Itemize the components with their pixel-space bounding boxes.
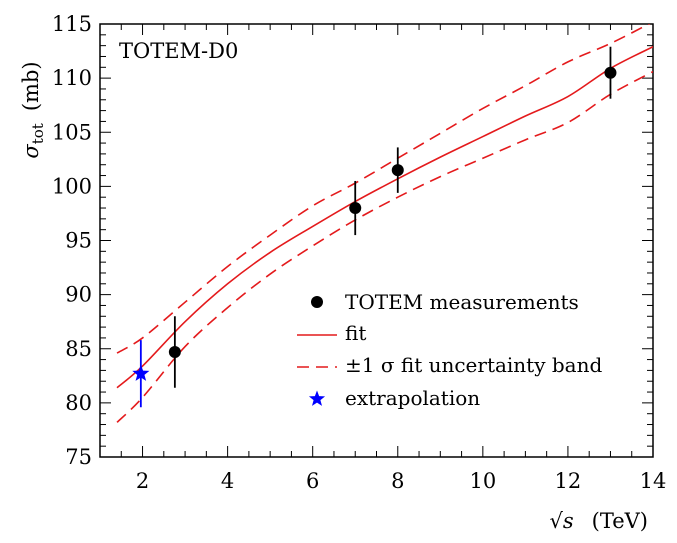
tick-labels: 2 4 6 8 10 12 14 75 80 85 90 95 100 105 110 115 [52,12,666,493]
y-tick-label: 80 [65,391,92,415]
extrapolation-star [132,364,150,381]
legend-label-fit: fit [345,321,366,345]
fit-line [116,46,653,389]
legend-label-measurements: TOTEM measurements [345,290,579,314]
y-tick-label: 95 [65,229,92,253]
measurement-point [604,66,617,79]
legend-label-extrapolation: extrapolation [345,386,480,410]
uncertainty-band [116,24,653,423]
chart-annotation: TOTEM-D0 [119,39,238,63]
measurement-point [168,345,181,358]
y-tick-label: 105 [52,120,92,144]
x-tick-label: 12 [555,469,582,493]
measurement-point [391,164,404,177]
x-tick-label: 14 [640,469,667,493]
x-axis-title: √s (TeV) [549,509,648,533]
y-tick-label: 115 [52,12,92,36]
x-tick-label: 2 [136,469,149,493]
band-lower-line [116,70,653,423]
legend-marker-extrapolation [308,390,326,406]
legend-label-band: ±1 σ fit uncertainty band [345,353,602,377]
fit-line-group [116,46,653,389]
y-tick-label: 90 [65,283,92,307]
x-tick-label: 8 [391,469,404,493]
y-axis-symbol: σ [19,144,43,159]
x-axis-unit: (TeV) [592,509,648,533]
measurement-point [349,202,362,215]
y-tick-label: 75 [65,445,92,469]
y-tick-label: 110 [52,66,92,90]
legend-marker-measurements [311,296,323,308]
x-axis-symbol: √s [549,509,573,533]
y-tick-label: 85 [65,337,92,361]
x-tick-label: 4 [221,469,234,493]
ticks [99,23,654,458]
x-tick-label: 10 [469,469,496,493]
y-tick-label: 100 [52,174,92,198]
y-axis-unit: (mb) [19,61,43,111]
band-upper-line [116,24,651,354]
measurement-points [168,46,617,388]
x-tick-label: 6 [306,469,319,493]
y-axis-title: σtot (mb) [19,61,47,158]
y-axis-subscript: tot [29,123,47,144]
legend: TOTEM measurements fit ±1 σ fit uncertai… [297,290,602,410]
extrapolation-group [132,340,150,408]
